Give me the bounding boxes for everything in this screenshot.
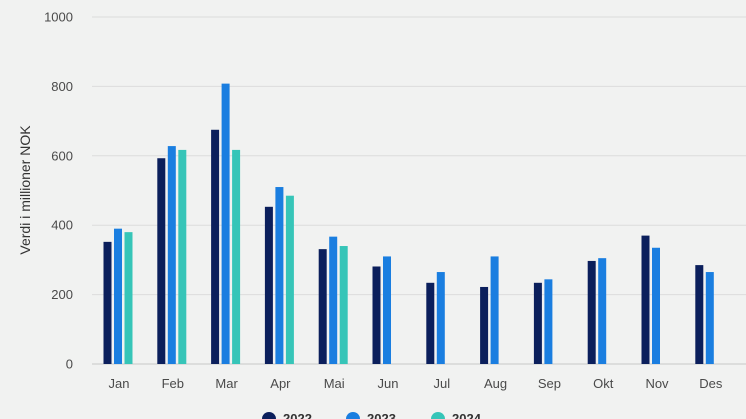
- legend-label: 2022: [283, 411, 312, 419]
- bar-2024-mai: [339, 246, 348, 364]
- bar-2023-feb: [167, 146, 176, 364]
- x-tick-label: Mai: [324, 376, 345, 391]
- bar-2023-des: [705, 272, 714, 364]
- bar-2023-apr: [275, 187, 284, 364]
- bar-2023-okt: [598, 258, 607, 364]
- gridlines: [92, 16, 746, 365]
- x-tick-label: Jun: [378, 376, 399, 391]
- x-tick-label: Des: [699, 376, 723, 391]
- legend: 2022 2023 2024: [262, 411, 482, 419]
- y-axis-title: Verdi i millioner NOK: [17, 125, 33, 255]
- y-axis-ticks: 0 200 400 600 800 1000: [44, 10, 73, 372]
- y-tick-label: 1000: [44, 10, 73, 25]
- legend-marker: [262, 412, 276, 419]
- bar-2022-okt: [587, 260, 596, 364]
- legend-label: 2024: [452, 411, 482, 419]
- y-tick-label: 600: [51, 148, 73, 163]
- bar-2022-mai: [318, 249, 327, 364]
- bar-2022-jun: [372, 266, 381, 364]
- x-axis-ticks: Jan Feb Mar Apr Mai Jun Jul Aug Sep Okt Nov Des: [109, 376, 723, 391]
- x-tick-label: Apr: [270, 376, 291, 391]
- y-tick-label: 0: [66, 357, 73, 372]
- bar-2022-des: [695, 265, 704, 364]
- bar-2022-nov: [641, 235, 650, 364]
- x-tick-label: Sep: [538, 376, 561, 391]
- bars: [103, 83, 714, 365]
- bar-2022-jul: [426, 282, 435, 364]
- x-tick-label: Nov: [645, 376, 669, 391]
- bar-2023-jul: [436, 272, 445, 364]
- bar-2023-jun: [383, 256, 391, 364]
- bar-2022-aug: [480, 286, 489, 364]
- x-tick-label: Okt: [593, 376, 614, 391]
- bar-2023-mai: [329, 236, 338, 364]
- bar-2023-nov: [652, 247, 660, 364]
- bar-2022-jan: [103, 241, 112, 364]
- x-tick-label: Jan: [109, 376, 130, 391]
- bar-2023-mar: [221, 83, 230, 365]
- legend-label: 2023: [367, 411, 396, 419]
- legend-item-2022[interactable]: 2022: [262, 411, 312, 419]
- bar-2024-apr: [285, 195, 294, 364]
- x-tick-label: Jul: [433, 376, 450, 391]
- bar-2024-feb: [178, 149, 187, 364]
- x-tick-label: Feb: [162, 376, 184, 391]
- y-tick-label: 800: [51, 79, 73, 94]
- bar-2022-apr: [264, 206, 273, 364]
- y-tick-label: 400: [51, 218, 73, 233]
- bar-2022-mar: [211, 129, 220, 364]
- x-tick-label: Aug: [484, 376, 507, 391]
- bar-2023-jan: [114, 228, 122, 364]
- legend-marker: [431, 412, 445, 419]
- x-tick-label: Mar: [215, 376, 238, 391]
- bar-2022-sep: [533, 282, 542, 364]
- bar-2024-jan: [124, 232, 133, 364]
- bar-2022-feb: [157, 158, 166, 364]
- legend-item-2024[interactable]: 2024: [431, 411, 482, 419]
- bar-2023-aug: [490, 256, 499, 364]
- legend-marker: [346, 412, 360, 419]
- y-tick-label: 200: [51, 287, 73, 302]
- legend-item-2023[interactable]: 2023: [346, 411, 396, 419]
- bar-2023-sep: [544, 279, 553, 364]
- bar-2024-mar: [232, 149, 241, 364]
